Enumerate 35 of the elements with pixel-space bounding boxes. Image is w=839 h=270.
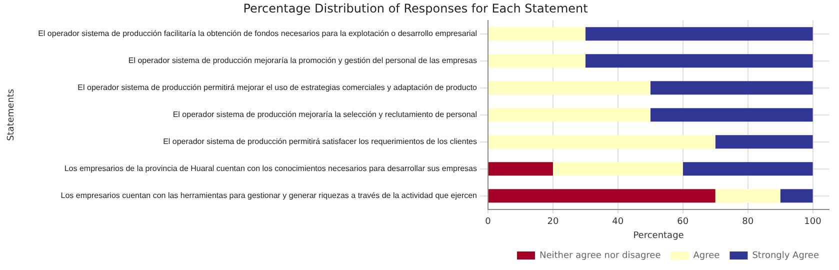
y-axis-title: Statements [6, 88, 17, 141]
y-tick-label: El operador sistema de producción facilitaría la obtención de fondos necesarios para la explotación o desarrollo empresarial [38, 29, 478, 38]
x-tick-label: 100 [804, 217, 822, 228]
y-tick-label: El operador sistema de producción permitirá mejorar el uso de estrategias comerciales y adaptación de producto [78, 83, 478, 92]
chart-title: Percentage Distribution of Responses for Each Statement [243, 1, 588, 16]
x-tick-label: 0 [485, 217, 492, 228]
y-tick-label: Los empresarios de la provincia de Huaral cuentan con los conocimientos necesarios para desarrollar sus empresas [64, 164, 477, 174]
bar [715, 189, 780, 203]
bar [488, 135, 716, 149]
bar [650, 81, 813, 95]
bar [585, 27, 813, 41]
bar [488, 54, 586, 68]
x-tick-label: 80 [742, 217, 754, 228]
bar [488, 27, 586, 41]
bar [780, 189, 813, 203]
y-tick-label: Los empresarios cuentan con las herramientas para gestionar y generar riquezas a través de la actividad que ejercen [60, 191, 477, 200]
bar [488, 162, 553, 176]
bar [682, 162, 813, 176]
legend-label: Neither agree nor disagree [540, 250, 662, 261]
bar [488, 189, 716, 203]
bar [585, 54, 813, 68]
x-tick-label: 20 [547, 217, 559, 228]
legend-label: Agree [693, 250, 720, 261]
bar [488, 81, 650, 95]
bar [715, 135, 813, 149]
bar [488, 108, 650, 122]
x-tick-label: 40 [612, 217, 624, 228]
y-tick-label: El operador sistema de producción mejoraría la selección y reclutamiento de personal [172, 110, 478, 120]
y-tick-label: El operador sistema de producción mejoraría la promoción y gestión del personal de las empresas [128, 56, 477, 66]
legend-label: Strongly Agree [752, 250, 820, 261]
x-axis-title: Percentage [633, 230, 684, 241]
bar [650, 108, 813, 122]
x-tick-label: 60 [677, 217, 689, 228]
bar [552, 162, 683, 176]
y-tick-label: El operador sistema de producción permitirá satisfacer los requerimientos de los clientes [163, 137, 477, 146]
